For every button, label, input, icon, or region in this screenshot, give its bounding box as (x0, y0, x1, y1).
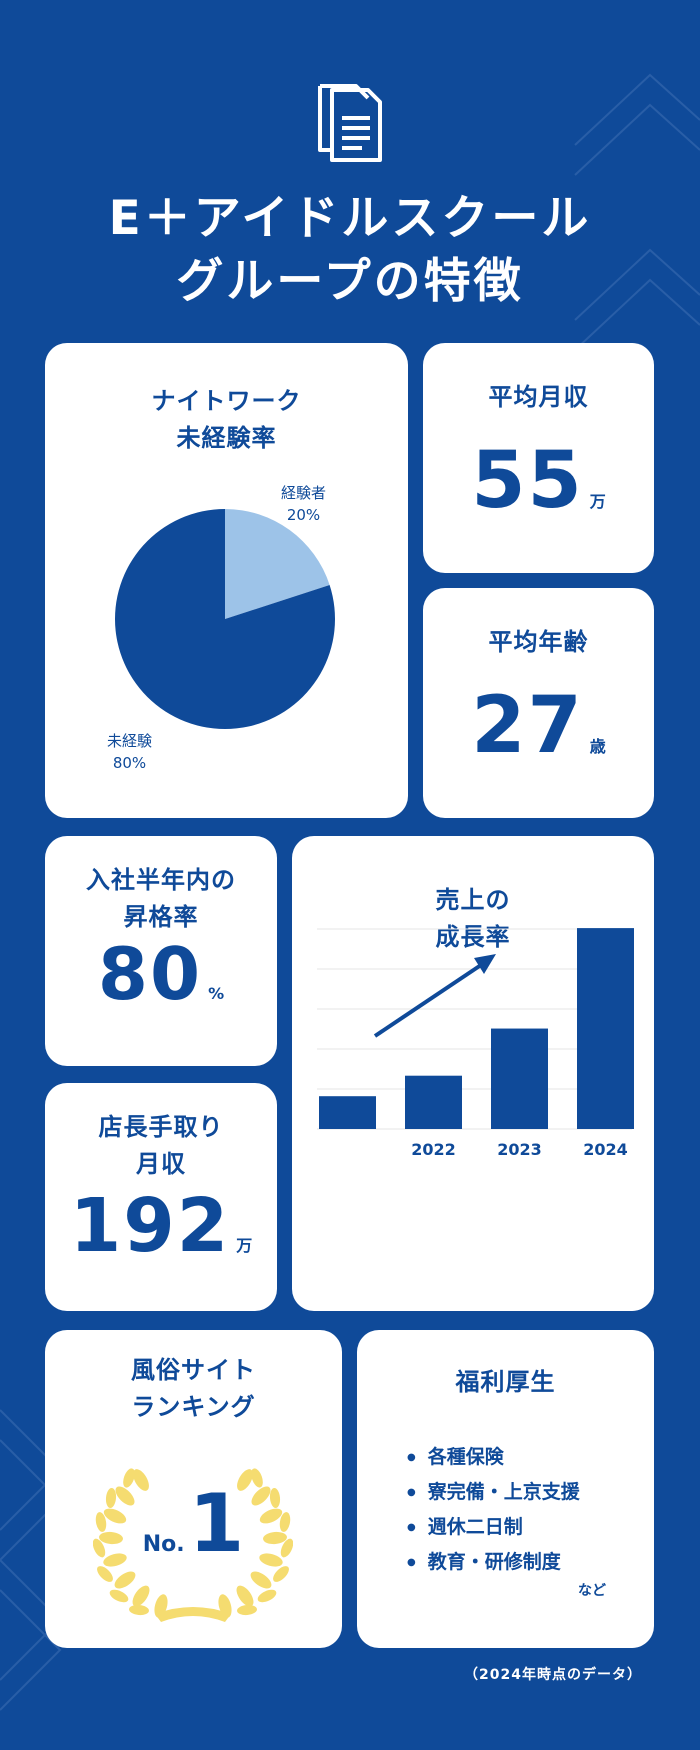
page-title: E＋アイドルスクール グループの特徴 (0, 188, 700, 314)
sales-growth-title-line1: 売上の (435, 886, 511, 914)
average-age-figure: 27 歳 (423, 687, 654, 765)
footnote: （2024年時点のデータ） (464, 1667, 642, 1683)
ranking-title-line1: 風俗サイト (131, 1356, 256, 1384)
welfare-suffix: など (578, 1583, 606, 1599)
manager-salary-title-line2: 月収 (136, 1150, 186, 1179)
promotion-rate-title-line1: 入社半年内の (86, 866, 236, 894)
average-salary-card: 平均月収 55 万 (423, 343, 654, 573)
pie-slice-1 (114, 509, 335, 729)
x-tick-label: 2024 (583, 1140, 628, 1159)
manager-salary-figure: 192 万 (45, 1189, 277, 1263)
pie-label-experienced-name: 経験者 (281, 484, 327, 502)
nightwork-title-line2: 未経験率 (176, 424, 277, 453)
manager-salary-card: 店長手取り 月収 192 万 (45, 1083, 277, 1311)
average-age-value: 27 (471, 681, 584, 772)
average-age-title: 平均年齢 (488, 628, 589, 656)
sales-bar-2 (491, 1028, 548, 1129)
page-title-line2: グループの特徴 (176, 253, 524, 309)
welfare-item: 各種保険 (407, 1440, 580, 1475)
promotion-rate-card: 入社半年内の 昇格率 80% (45, 836, 277, 1066)
manager-salary-value: 192 (69, 1183, 231, 1270)
sales-growth-title: 売上の 成長率 (292, 882, 654, 956)
welfare-list: 各種保険 寮完備・上京支援 週休二日制 教育・研修制度 (407, 1440, 580, 1580)
welfare-item: 週休二日制 (407, 1510, 580, 1545)
promotion-rate-title: 入社半年内の 昇格率 (45, 862, 277, 936)
average-salary-title: 平均月収 (488, 383, 589, 411)
pie-label-experienced: 経験者 20% (281, 483, 326, 527)
welfare-title: 福利厚生 (455, 1368, 556, 1396)
average-salary-unit: 万 (589, 492, 606, 512)
sales-growth-card: 売上の 成長率 2022 2023 2024 (292, 836, 654, 1311)
promotion-rate-value: 80 (97, 932, 203, 1017)
ranking-rank-number: 1 (188, 1477, 245, 1570)
promotion-rate-title-line2: 昇格率 (123, 903, 199, 932)
welfare-card: 福利厚生 各種保険 寮完備・上京支援 週休二日制 教育・研修制度 など (357, 1330, 654, 1648)
welfare-item: 教育・研修制度 (407, 1545, 580, 1580)
pie-label-inexperienced: 未経験 80% (107, 731, 152, 775)
pie-label-experienced-value: 20% (286, 505, 321, 524)
x-tick-label: 2023 (497, 1140, 542, 1159)
promotion-rate-figure: 80% (45, 938, 277, 1010)
sales-bar-1 (405, 1075, 462, 1129)
ranking-rank-prefix: No. (142, 1532, 185, 1557)
nightwork-title-line1: ナイトワーク (151, 387, 302, 415)
ranking-card: 風俗サイト ランキング (45, 1330, 342, 1648)
average-salary-value: 55 (471, 436, 584, 527)
ranking-rank: No.1 (45, 1484, 342, 1564)
ranking-title-line2: ランキング (131, 1393, 256, 1422)
pie-slice-0 (225, 509, 330, 619)
sales-growth-bar-chart: 2022 2023 2024 (317, 928, 634, 1159)
manager-salary-unit: 万 (236, 1236, 253, 1256)
nightwork-pie-chart (114, 509, 335, 729)
nightwork-title: ナイトワーク 未経験率 (45, 383, 408, 457)
welfare-item: 寮完備・上京支援 (407, 1475, 580, 1510)
x-tick-label: 2022 (411, 1140, 456, 1159)
average-age-unit: 歳 (589, 737, 606, 757)
manager-salary-title-line1: 店長手取り (98, 1113, 224, 1141)
ranking-title: 風俗サイト ランキング (45, 1352, 342, 1426)
document-icon (318, 84, 382, 162)
sales-bar-0 (319, 1096, 376, 1129)
laurel-wreath-icon (93, 1468, 293, 1622)
average-salary-figure: 55 万 (423, 442, 654, 520)
average-age-card: 平均年齢 27 歳 (423, 588, 654, 818)
pie-label-inexperienced-name: 未経験 (107, 732, 153, 750)
manager-salary-title: 店長手取り 月収 (45, 1109, 277, 1183)
promotion-rate-unit: % (208, 984, 225, 1004)
page-title-line1: E＋アイドルスクール (108, 191, 592, 246)
trend-arrow-icon (373, 954, 496, 1038)
pie-label-inexperienced-value: 80% (112, 753, 147, 772)
sales-bar-3 (577, 928, 634, 1129)
sales-growth-title-line2: 成長率 (435, 923, 511, 952)
nightwork-card: ナイトワーク 未経験率 経験者 20% 未経験 80% (45, 343, 408, 818)
